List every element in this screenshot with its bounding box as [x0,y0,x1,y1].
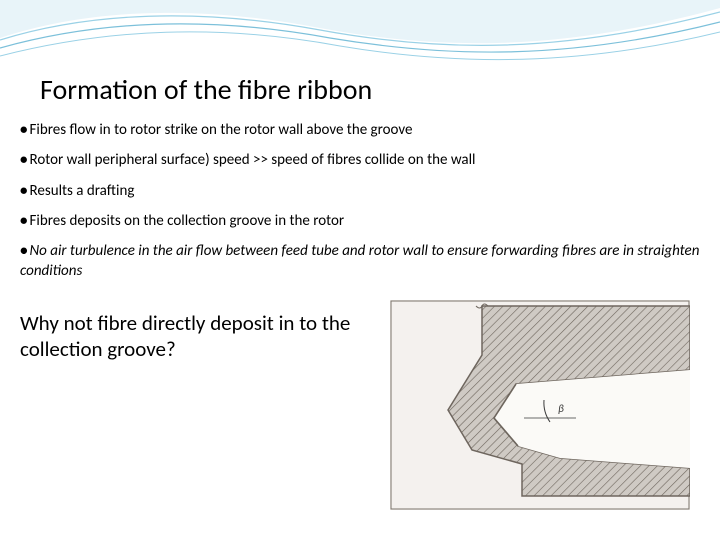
bullet-text: Fibres deposits on the collection groove… [29,212,344,230]
bullet-item: •Fibres flow in to rotor strike on the r… [20,120,700,140]
slide-question: Why not fibre directly deposit in to the… [20,310,380,363]
slide-body: •Fibres flow in to rotor strike on the r… [20,120,700,292]
bullet-item: •No air turbulence in the air flow betwe… [20,241,700,282]
bullet-text: Rotor wall peripheral surface) speed >> … [29,151,475,169]
wave-fill [0,0,720,43]
angle-label: β [558,402,564,415]
bullet-glyph: • [20,121,27,139]
bullet-glyph: • [20,182,27,200]
bullet-item: •Rotor wall peripheral surface) speed >>… [20,150,700,170]
rotor-figure: β [390,300,690,510]
rotor-svg: β [390,300,690,510]
bullet-glyph: • [20,212,27,230]
bullet-glyph: • [20,242,27,260]
wave-line-2 [0,22,720,52]
bullet-glyph: • [20,151,27,169]
bullet-item: •Results a drafting [20,181,700,201]
bullet-text: Fibres flow in to rotor strike on the ro… [29,121,412,139]
slide-title: Formation of the fibre ribbon [40,72,372,107]
wave-line-1 [0,12,720,45]
bullet-text: No air turbulence in the air flow betwee… [20,242,699,280]
wave-decoration [0,0,720,70]
wave-line-3 [0,32,720,60]
bullet-item: •Fibres deposits on the collection groov… [20,211,700,231]
bullet-text: Results a drafting [29,182,134,200]
